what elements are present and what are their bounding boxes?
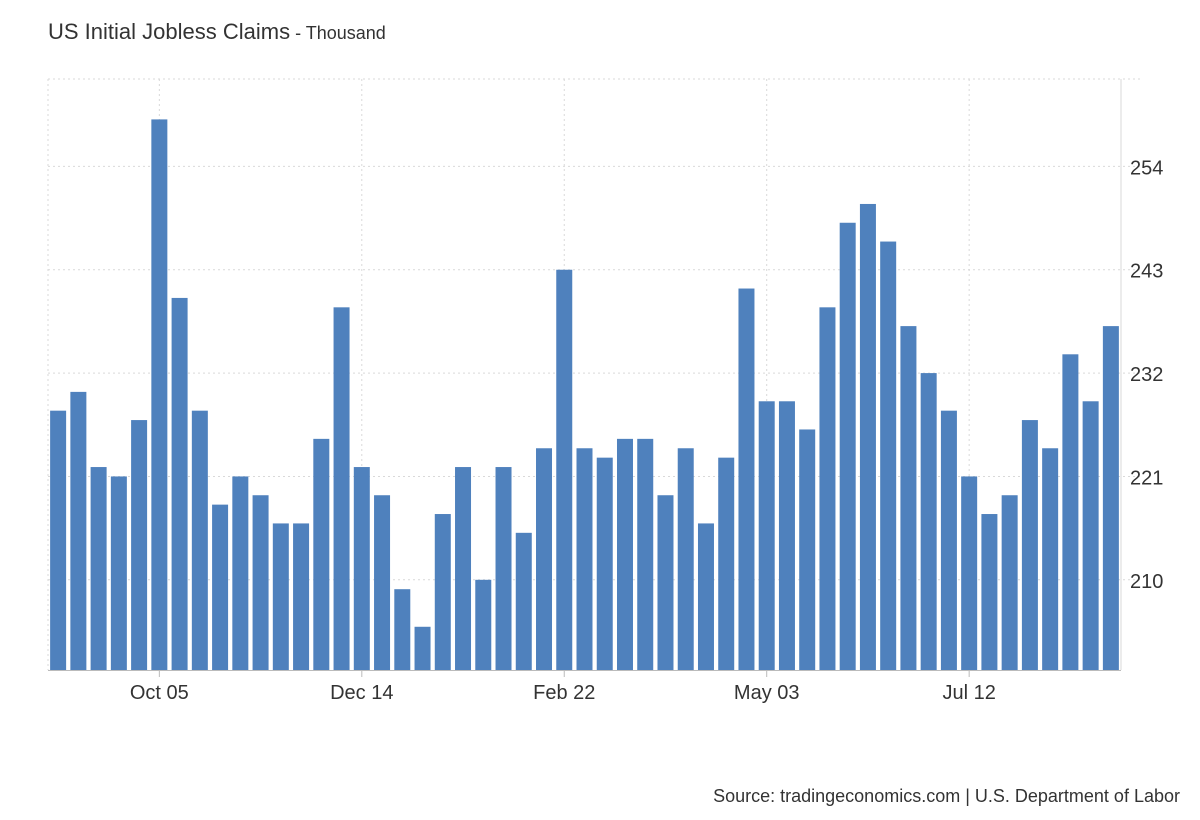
bar — [616, 438, 633, 670]
bar — [353, 467, 370, 670]
bar — [576, 448, 593, 670]
bar — [90, 467, 107, 670]
y-tick-label: 232 — [1130, 364, 1163, 386]
bar — [455, 467, 472, 670]
axes: 210 221 232 243 254 Oct 05 Dec 14 Feb 22 May 03 J… — [48, 157, 1163, 704]
chart-unit-label: Thousand — [305, 23, 386, 43]
title-separator: - — [290, 23, 306, 43]
bar — [110, 476, 127, 670]
bar — [940, 410, 957, 670]
x-tick-label: Feb 22 — [533, 682, 595, 704]
bar — [657, 495, 674, 670]
bar — [50, 410, 67, 670]
bar — [1102, 326, 1119, 670]
bar — [495, 467, 512, 670]
bar — [191, 410, 208, 670]
bar — [758, 401, 775, 670]
bar — [961, 476, 978, 670]
bar — [374, 495, 391, 670]
bar — [1082, 401, 1099, 670]
bar — [414, 626, 431, 670]
bar — [738, 288, 755, 670]
chart-title: US Initial Jobless Claims - Thousand — [48, 19, 386, 45]
bar — [434, 514, 451, 670]
bar — [697, 523, 714, 670]
bar — [293, 523, 310, 670]
bar — [515, 532, 532, 670]
bar — [333, 307, 350, 670]
x-tick-label: Jul 12 — [942, 682, 995, 704]
bar — [151, 119, 168, 671]
bar — [475, 579, 492, 670]
bar — [394, 589, 411, 670]
bar — [920, 373, 937, 670]
bar — [880, 241, 897, 670]
bar — [1021, 420, 1038, 670]
bar — [718, 457, 735, 670]
y-tick-label: 221 — [1130, 467, 1163, 489]
bar — [596, 457, 613, 670]
bar — [232, 476, 249, 670]
bar — [839, 222, 856, 670]
bar — [171, 297, 188, 670]
bar — [556, 269, 573, 670]
bar — [131, 420, 148, 670]
y-tick-label: 254 — [1130, 157, 1163, 179]
bar — [819, 307, 836, 670]
chart-title-text: US Initial Jobless Claims — [48, 19, 291, 44]
y-tick-label: 210 — [1130, 571, 1163, 593]
bar — [1042, 448, 1059, 670]
bar — [677, 448, 694, 670]
bar — [212, 504, 229, 670]
x-tick-label: May 03 — [734, 682, 800, 704]
x-tick-label: Dec 14 — [330, 682, 393, 704]
bar — [272, 523, 289, 670]
bar — [1001, 495, 1018, 670]
bar — [637, 438, 654, 670]
bar — [252, 495, 269, 670]
bar — [799, 429, 816, 670]
bar — [536, 448, 553, 670]
bar — [70, 391, 87, 670]
bars — [50, 119, 1119, 671]
source-note: Source: tradingeconomics.com | U.S. Depa… — [713, 786, 1180, 806]
bar — [981, 514, 998, 670]
bar — [859, 203, 876, 670]
bar — [900, 326, 917, 670]
bar — [778, 401, 795, 670]
y-tick-label: 243 — [1130, 261, 1163, 283]
bar — [313, 438, 330, 670]
bar — [1062, 354, 1079, 670]
x-tick-label: Oct 05 — [130, 682, 189, 704]
